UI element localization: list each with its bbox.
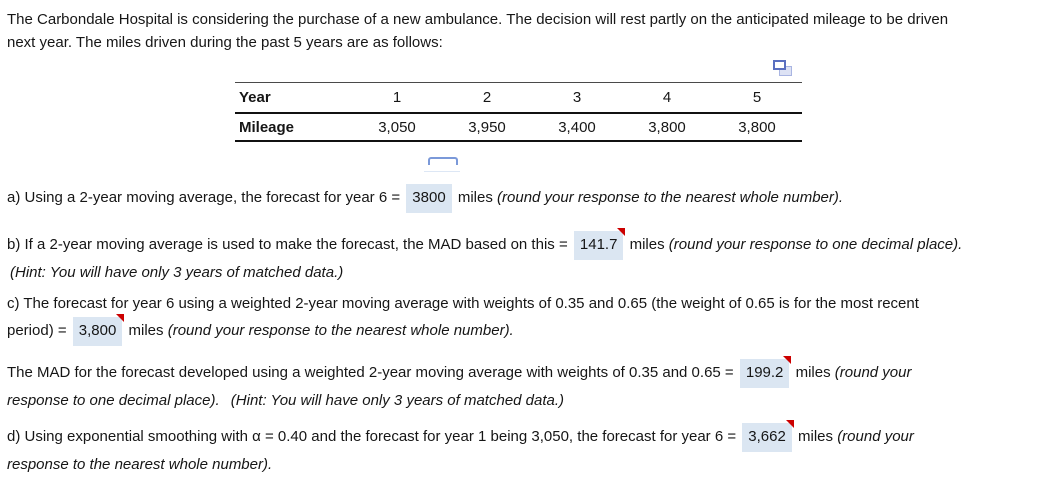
mileage-row-label: Mileage <box>239 118 295 136</box>
question-d-note-start: (round your <box>837 428 914 445</box>
question-d-note-end: response to the nearest whole number). <box>7 456 273 473</box>
question-mad-note-start: (round your <box>834 364 912 381</box>
incorrect-flag-icon <box>785 420 794 428</box>
question-d-text: d) Using exponential smoothing with α = … <box>7 428 737 445</box>
year-cell: 5 <box>712 82 802 114</box>
answer-box-c[interactable]: 3,800 <box>72 314 125 346</box>
question-b-unit: miles <box>629 236 665 253</box>
question-mad-hint: (Hint: You will have only 3 years of mat… <box>230 392 565 409</box>
question-c-unit: miles <box>128 322 164 339</box>
question-c: c) The forecast for year 6 using a weigh… <box>7 291 1035 346</box>
collapsed-tooltip-bracket-icon <box>428 157 458 165</box>
popup-icon-front-rect <box>773 60 786 70</box>
tooltip-underline-artifact <box>424 171 460 172</box>
mileage-cell: 3,800 <box>648 118 686 136</box>
answer-box-b[interactable]: 141.7 <box>573 228 626 260</box>
mileage-table-area: Year 1 2 3 4 5 Mileage 3,050 3,950 3,400… <box>235 60 802 142</box>
year-cell: 4 <box>622 82 712 114</box>
mileage-table: Year 1 2 3 4 5 Mileage 3,050 3,950 3,400… <box>235 82 802 142</box>
question-a-text: a) Using a 2-year moving average, the fo… <box>7 189 401 206</box>
question-b-hint: (Hint: You will have only 3 years of mat… <box>10 264 344 281</box>
problem-statement-line2: next year. The miles driven during the p… <box>7 34 443 51</box>
question-b-note: (round your response to one decimal plac… <box>668 236 963 253</box>
question-d: d) Using exponential smoothing with α = … <box>7 420 1035 478</box>
open-table-popup-icon[interactable] <box>773 60 792 76</box>
question-a-unit: miles <box>457 189 493 206</box>
answer-mad-value: 199.2 <box>745 364 784 381</box>
incorrect-flag-icon <box>116 314 125 322</box>
mileage-cell: 3,400 <box>558 118 596 136</box>
mileage-cell: 3,050 <box>378 118 416 136</box>
question-b-text: b) If a 2-year moving average is used to… <box>7 236 568 253</box>
answer-box-a[interactable]: 3800 <box>406 184 452 213</box>
year-cell: 1 <box>352 82 442 114</box>
answer-box-d[interactable]: 3,662 <box>742 420 794 452</box>
mileage-cell: 3,800 <box>738 118 776 136</box>
incorrect-flag-icon <box>783 356 792 364</box>
problem-statement-line1: The Carbondale Hospital is considering t… <box>7 11 949 28</box>
question-c-line1: c) The forecast for year 6 using a weigh… <box>7 295 919 312</box>
mileage-cell: 3,950 <box>468 118 506 136</box>
table-row-mileage: Mileage 3,050 3,950 3,400 3,800 3,800 <box>235 113 802 141</box>
question-a-note: (round your response to the nearest whol… <box>497 189 844 206</box>
question-weighted-mad: The MAD for the forecast developed using… <box>7 356 1035 414</box>
question-mad-text: The MAD for the forecast developed using… <box>7 364 734 381</box>
answer-box-weighted-mad[interactable]: 199.2 <box>739 356 792 388</box>
answer-d-value: 3,662 <box>748 428 786 445</box>
answer-a-value: 3800 <box>412 189 446 206</box>
question-mad-note-end: response to one decimal place). <box>7 392 220 409</box>
year-row-label: Year <box>235 82 352 114</box>
year-cell: 2 <box>442 82 532 114</box>
question-mad-unit: miles <box>795 364 831 381</box>
answer-b-value: 141.7 <box>579 236 618 253</box>
year-cell: 3 <box>532 82 622 114</box>
table-row-year: Year 1 2 3 4 5 <box>235 82 802 114</box>
question-b: b) If a 2-year moving average is used to… <box>7 228 1035 286</box>
question-c-note: (round your response to the nearest whol… <box>167 322 514 339</box>
problem-statement: The Carbondale Hospital is considering t… <box>7 8 1035 54</box>
question-a: a) Using a 2-year moving average, the fo… <box>7 184 1035 213</box>
incorrect-flag-icon <box>617 228 626 236</box>
question-c-line2-text: period) = <box>7 322 67 339</box>
answer-c-value: 3,800 <box>78 322 117 339</box>
question-page: The Carbondale Hospital is considering t… <box>7 8 1035 478</box>
question-d-unit: miles <box>798 428 834 445</box>
